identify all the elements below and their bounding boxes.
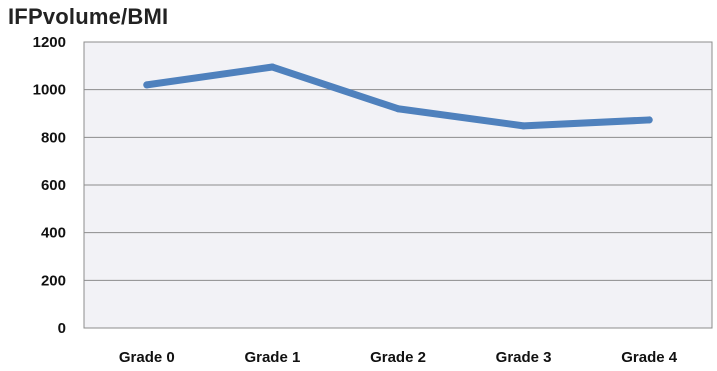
data-point: [645, 116, 653, 124]
y-tick-label: 1000: [33, 82, 66, 99]
y-tick-label: 1200: [33, 34, 66, 51]
chart-title: IFPvolume/BMI: [8, 4, 169, 29]
data-point: [268, 63, 276, 71]
y-tick-label: 600: [41, 177, 66, 194]
x-tick-labels: Grade 0 Grade 1 Grade 2 Grade 3 Grade 4: [119, 349, 678, 366]
y-tick-label: 800: [41, 129, 66, 146]
series-lines: [143, 63, 653, 130]
y-tick-labels: 0 200 400 600 800 1000 1200: [33, 34, 66, 337]
data-point: [143, 81, 151, 89]
x-tick-label: Grade 1: [244, 349, 300, 366]
y-tick-label: 0: [58, 320, 66, 337]
data-point: [520, 122, 528, 130]
x-tick-label: Grade 3: [496, 349, 552, 366]
x-tick-label: Grade 0: [119, 349, 175, 366]
data-point: [394, 105, 402, 113]
y-tick-label: 400: [41, 225, 66, 242]
x-tick-label: Grade 4: [621, 349, 678, 366]
x-tick-label: Grade 2: [370, 349, 426, 366]
y-tick-label: 200: [41, 272, 66, 289]
gridlines: [84, 41, 712, 329]
